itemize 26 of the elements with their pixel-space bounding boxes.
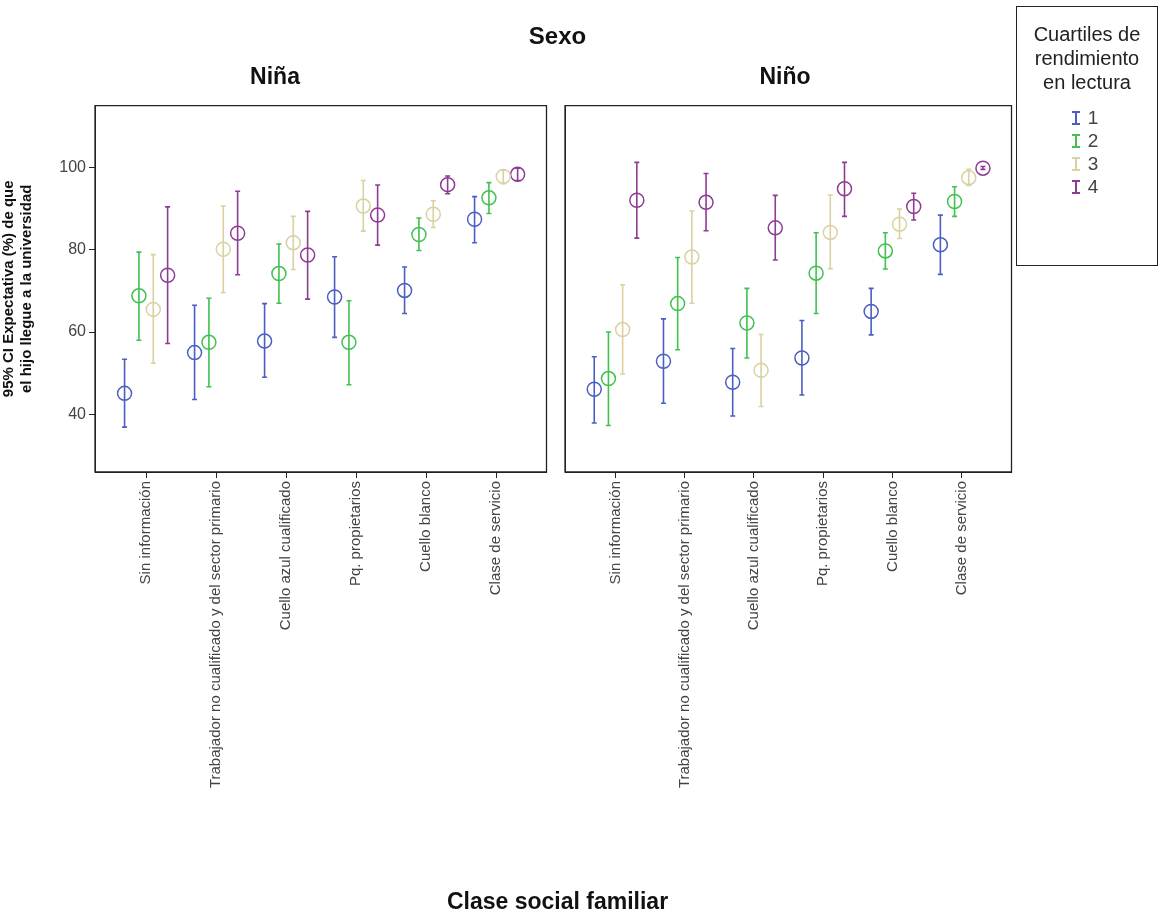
x-tick-label: Trabajador no cualificado y del sector primario	[674, 481, 692, 789]
x-tick-label: Clase de servicio	[951, 481, 969, 596]
y-tick-label: 80	[68, 240, 87, 258]
chart-title: Niña	[250, 63, 301, 90]
legend-label: 2	[1087, 129, 1099, 152]
x-tick-label: Cuello azul cualificado	[276, 481, 294, 631]
y-tick-label: 40	[68, 404, 87, 422]
x-tick-label: Clase de servicio	[486, 481, 504, 596]
x-tick-label: Pq. propietarios	[346, 481, 364, 587]
legend-label: 3	[1087, 152, 1099, 175]
x-tick-label: Sin información	[605, 481, 623, 585]
legend-label: 1	[1087, 106, 1099, 129]
legend-label: 4	[1087, 175, 1099, 198]
y-tick-label: 100	[59, 157, 87, 175]
y-axis-title: 95% CI Expectativa (%) de que el hijo llegue a la universidad	[0, 180, 35, 398]
text: Sexo	[528, 22, 587, 49]
x-tick-label: Sin información	[136, 481, 154, 585]
chart-title: Niño	[759, 63, 811, 90]
y-tick-label: 60	[68, 322, 87, 340]
x-tick-label: Trabajador no cualificado y del sector primario	[206, 481, 224, 789]
x-tick-label: Cuello azul cualificado	[744, 481, 762, 631]
x-tick-label: Cuello blanco	[416, 481, 434, 572]
x-tick-label: Pq. propietarios	[813, 481, 831, 587]
legend-title: Cuartiles de rendimiento en lectura	[1032, 22, 1142, 94]
x-tick-label: Cuello blanco	[882, 481, 900, 572]
x-axis-title: Clase social familiar	[445, 888, 670, 915]
